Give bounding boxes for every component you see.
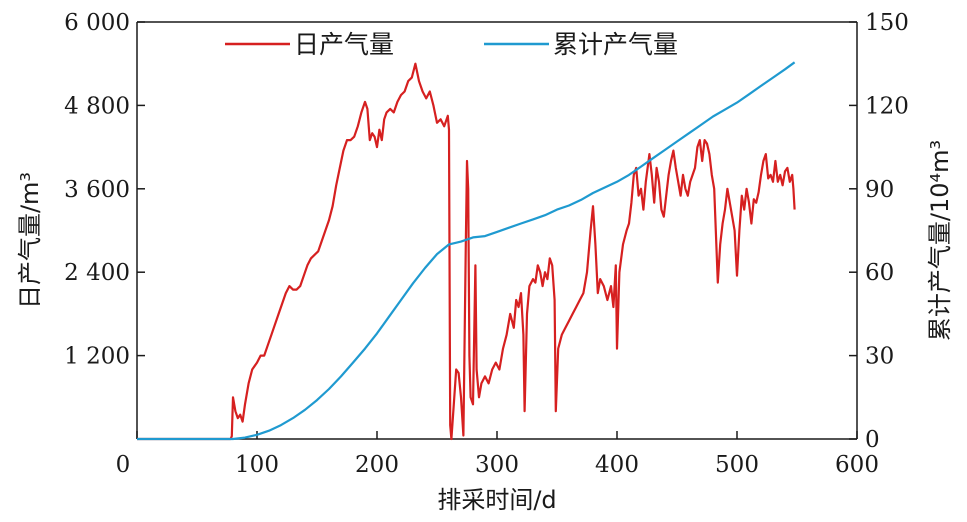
right-y-axis-title: 累计产气量/10⁴m³ <box>926 140 954 341</box>
right-y-tick-label: 150 <box>865 10 909 36</box>
series-line-daily-gas <box>137 62 796 441</box>
right-y-ticks: 0 30 60 90 120 150 <box>849 10 909 453</box>
x-tick-label: 300 <box>475 452 519 478</box>
x-tick-label: 600 <box>835 452 879 478</box>
x-axis-title: 排采时间/d <box>437 486 556 514</box>
x-tick-label: 500 <box>715 452 759 478</box>
series-layer <box>137 61 796 441</box>
x-tick-label: 400 <box>595 452 639 478</box>
left-y-tick-label: 1 200 <box>64 344 130 370</box>
legend: 日产气量 累计产气量 <box>225 30 678 59</box>
x-ticks: 0 100 200 300 400 500 600 <box>116 431 879 478</box>
right-y-tick-label: 0 <box>865 427 880 453</box>
right-y-tick-label: 30 <box>865 344 894 370</box>
x-tick-label: 100 <box>235 452 279 478</box>
legend-label-daily-gas: 日产气量 <box>294 30 394 59</box>
left-y-tick-label: 4 800 <box>64 93 130 119</box>
x-tick-label: 0 <box>116 452 131 478</box>
left-y-axis-title: 日产气量/m³ <box>16 172 44 309</box>
left-y-ticks: 1 200 2 400 3 600 4 800 6 000 <box>64 10 145 370</box>
left-y-tick-label: 2 400 <box>64 260 130 286</box>
right-y-tick-label: 90 <box>865 177 894 203</box>
left-y-tick-label: 3 600 <box>64 177 130 203</box>
x-tick-label: 200 <box>355 452 399 478</box>
right-y-tick-label: 120 <box>865 93 909 119</box>
legend-label-cumulative-gas: 累计产气量 <box>553 30 678 59</box>
right-y-tick-label: 60 <box>865 260 894 286</box>
series-line-cumulative-gas <box>137 61 796 441</box>
left-y-tick-label: 6 000 <box>64 10 130 36</box>
